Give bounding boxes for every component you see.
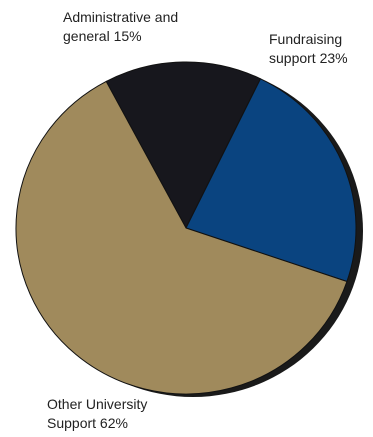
slice-other-university-support [15,80,348,395]
slice-fundraising-support [185,78,357,283]
slice-label-line: Support 62% [47,415,128,431]
slice-label-line: Fundraising [269,31,343,47]
slice-label-other-university-support: Other University Support 62% [47,395,147,433]
slice-label-fundraising-support: Fundraising support 23% [269,30,348,68]
slice-label-line: Other University [47,396,148,412]
slice-label-line: general 15% [63,28,142,44]
slice-label-administrative-and-general: Administrative and general 15% [63,8,178,46]
slice-label-line: Administrative and [63,9,179,25]
pie-slices [15,61,357,395]
slice-label-line: support 23% [269,50,348,66]
slice-administrative-and-general [105,61,262,230]
